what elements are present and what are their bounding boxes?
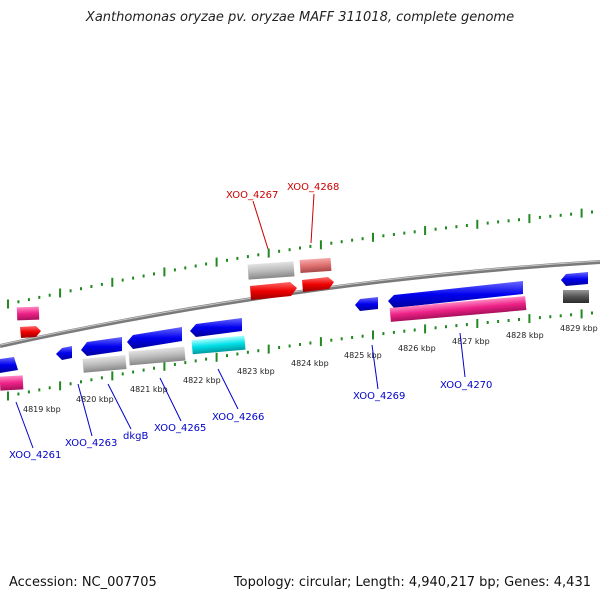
gene-labels: XOO_4261 XOO_4263 dkgB XOO_4265 XOO_4266… xyxy=(9,182,492,461)
gene-arrow-blue-4261[interactable] xyxy=(0,357,18,373)
lower-features xyxy=(0,281,527,391)
gene-label-xoo-4267[interactable]: XOO_4267 xyxy=(226,190,278,201)
gene-arrow-red-small[interactable] xyxy=(20,326,41,338)
leader-lines xyxy=(15,193,466,449)
gene-label-xoo-4268[interactable]: XOO_4268 xyxy=(287,182,339,193)
gene-arrow-red-4268[interactable] xyxy=(302,277,334,292)
gene-label-xoo-4263[interactable]: XOO_4263 xyxy=(65,438,117,449)
gene-feature-gray-4267[interactable] xyxy=(247,261,295,280)
kbp-label: 4823 kbp xyxy=(237,367,275,376)
genome-summary-text: Topology: circular; Length: 4,940,217 bp… xyxy=(233,575,591,590)
gene-arrow-blue-4269[interactable] xyxy=(355,297,378,311)
gene-feature-gray-dkgB[interactable] xyxy=(128,346,186,366)
gene-label-xoo-4270[interactable]: XOO_4270 xyxy=(440,380,492,391)
gene-feature-cyan-4266[interactable] xyxy=(191,335,246,355)
gene-arrow-red-4267[interactable] xyxy=(250,282,297,300)
kbp-label: 4821 kbp xyxy=(130,385,168,394)
gene-label-xoo-4269[interactable]: XOO_4269 xyxy=(353,391,405,402)
gene-arrow-blue-dkgB[interactable] xyxy=(127,327,182,349)
genome-title: Xanthomonas oryzae pv. oryzae MAFF 31101… xyxy=(85,10,515,25)
gene-feature-gray-4263[interactable] xyxy=(82,355,127,373)
gene-feature-pink-4261[interactable] xyxy=(0,375,24,391)
gene-arrow-blue-small[interactable] xyxy=(56,346,72,360)
gene-arrow-blue-4266[interactable] xyxy=(190,318,242,337)
gene-label-xoo-4266[interactable]: XOO_4266 xyxy=(212,412,264,423)
kbp-label: 4827 kbp xyxy=(452,337,490,346)
gene-feature-pink-4270[interactable] xyxy=(389,296,527,322)
accession-text: Accession: NC_007705 xyxy=(9,575,157,590)
gene-arrow-blue-4270[interactable] xyxy=(388,281,523,308)
genome-backbone xyxy=(0,260,600,348)
gene-arrow-blue-right[interactable] xyxy=(561,272,588,286)
gene-label-dkgb[interactable]: dkgB xyxy=(123,431,148,442)
gene-feature-pink-small[interactable] xyxy=(16,306,40,321)
kbp-label: 4828 kbp xyxy=(506,331,544,340)
gene-feature-salmon-4268[interactable] xyxy=(299,257,332,274)
upper-scale-ticks xyxy=(7,208,593,309)
gene-feature-dark[interactable] xyxy=(563,290,589,303)
kbp-label: 4820 kbp xyxy=(76,395,114,404)
gene-arrow-blue-4263[interactable] xyxy=(81,337,122,356)
kbp-label: 4819 kbp xyxy=(23,405,61,414)
upper-features xyxy=(16,257,589,338)
kbp-label: 4829 kbp xyxy=(560,324,598,333)
kbp-label: 4824 kbp xyxy=(291,359,329,368)
gene-label-xoo-4265[interactable]: XOO_4265 xyxy=(154,423,206,434)
kbp-label: 4825 kbp xyxy=(344,351,382,360)
gene-label-xoo-4261[interactable]: XOO_4261 xyxy=(9,450,61,461)
kbp-label: 4826 kbp xyxy=(398,344,436,353)
kbp-label: 4822 kbp xyxy=(183,376,221,385)
lower-scale-ticks xyxy=(7,309,593,401)
scale-labels: 4819 kbp 4820 kbp 4821 kbp 4822 kbp 4823… xyxy=(23,324,598,414)
